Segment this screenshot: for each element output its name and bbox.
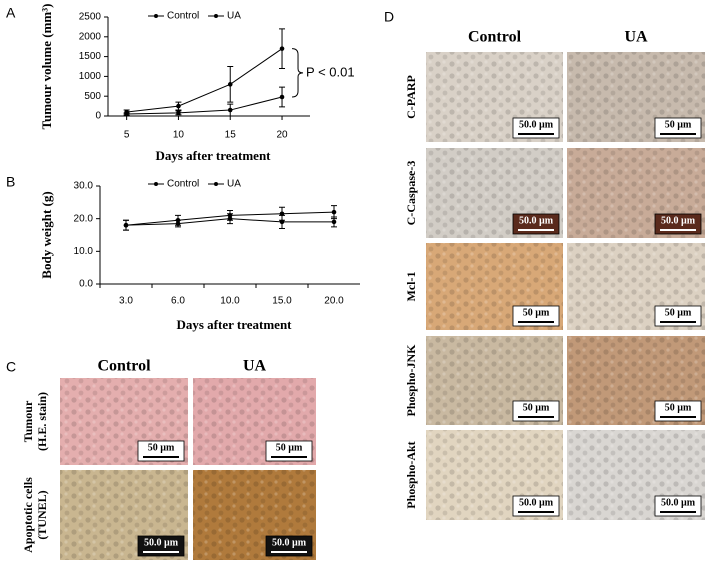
y-tick-label: 1500	[79, 51, 102, 62]
panel-label: C	[6, 359, 16, 375]
point	[124, 111, 129, 117]
x-tick-label: 5	[124, 130, 130, 141]
row-label: C-PARP	[404, 75, 418, 119]
row-label: (TUNEL)	[35, 490, 49, 539]
y-tick-label: 10.0	[74, 246, 94, 257]
column-header: Control	[468, 29, 522, 46]
scale-bar-label: 50 µm	[665, 119, 692, 130]
point	[175, 221, 181, 226]
scale-bar-label: 50.0 µm	[272, 537, 307, 548]
scale-bar-label: 50 µm	[665, 402, 692, 413]
point	[331, 219, 337, 225]
point	[227, 82, 233, 87]
x-tick-label: 10	[173, 130, 185, 141]
scale-bar-label: 50 µm	[665, 307, 692, 318]
legend-marker	[214, 14, 218, 18]
point	[331, 209, 337, 215]
x-tick-label: 3.0	[119, 296, 133, 307]
scale-bar-label: 50 µm	[523, 402, 550, 413]
row-label: Tumour	[21, 400, 35, 442]
x-tick-label: 6.0	[171, 296, 185, 307]
point	[279, 219, 285, 225]
row-label: (H.E. stain)	[35, 392, 49, 451]
x-tick-label: 20	[276, 130, 288, 141]
scale-bar-label: 50 µm	[276, 442, 303, 453]
scale-bar-label: 50.0 µm	[519, 497, 554, 508]
row-label: C-Caspase-3	[404, 161, 418, 226]
y-tick-label: 0.0	[79, 279, 93, 290]
legend-label: UA	[227, 11, 241, 22]
legend-marker	[214, 182, 218, 186]
panel-label: B	[6, 174, 15, 190]
legend-label: Control	[167, 11, 199, 22]
scale-bar-label: 50.0 µm	[519, 119, 554, 130]
series-line	[126, 48, 283, 113]
x-tick-label: 20.0	[324, 296, 344, 307]
scale-bar-label: 50 µm	[523, 307, 550, 318]
series-line	[126, 96, 283, 115]
row-label: Apoptotic cells	[21, 477, 35, 553]
x-tick-label: 15	[225, 130, 237, 141]
panel-label: A	[6, 5, 16, 21]
point	[227, 216, 233, 221]
x-axis-title: Days after treatment	[176, 317, 292, 332]
y-tick-label: 2000	[79, 31, 102, 42]
point	[227, 107, 233, 113]
scale-bar-label: 50.0 µm	[661, 215, 696, 226]
panel-label: D	[384, 9, 394, 25]
scale-bar-label: 50.0 µm	[144, 537, 179, 548]
column-header: Control	[97, 358, 151, 375]
point	[123, 222, 129, 228]
y-tick-label: 1000	[79, 71, 102, 82]
point	[176, 110, 181, 116]
point	[279, 94, 285, 100]
scale-bar-label: 50.0 µm	[661, 497, 696, 508]
y-axis-title: Tumour volume (mm³)	[39, 4, 54, 130]
annotation: P < 0.01	[306, 64, 355, 79]
row-label: Mcl-1	[404, 272, 418, 302]
legend-marker	[154, 14, 158, 18]
column-header: UA	[624, 29, 648, 46]
y-tick-label: 20.0	[74, 213, 94, 224]
point	[279, 46, 285, 51]
column-header: UA	[243, 358, 267, 375]
legend-label: Control	[167, 179, 199, 190]
x-tick-label: 10.0	[220, 296, 240, 307]
legend-label: UA	[227, 179, 241, 190]
point	[176, 103, 181, 109]
y-tick-label: 0	[95, 111, 101, 122]
y-tick-label: 2500	[79, 12, 102, 23]
scale-bar-label: 50.0 µm	[519, 215, 554, 226]
row-label: Phospho-JNK	[404, 344, 418, 417]
significance-brace	[292, 48, 304, 98]
x-axis-title: Days after treatment	[155, 148, 271, 163]
y-axis-title: Body weight (g)	[39, 191, 54, 278]
legend-marker	[154, 182, 158, 186]
scale-bar-label: 50 µm	[148, 442, 175, 453]
row-label: Phospho-Akt	[404, 441, 418, 508]
y-tick-label: 500	[84, 91, 101, 102]
y-tick-label: 30.0	[74, 181, 94, 192]
x-tick-label: 15.0	[272, 296, 292, 307]
